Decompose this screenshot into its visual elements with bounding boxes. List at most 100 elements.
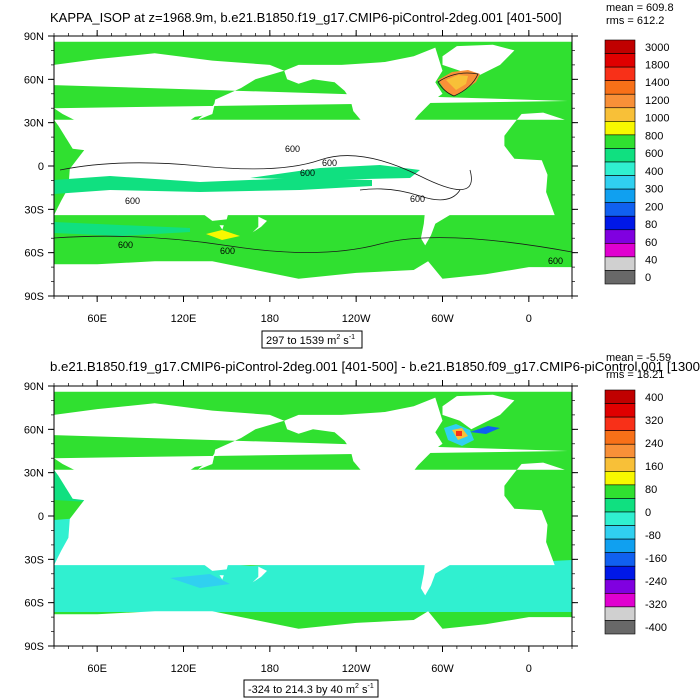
y-tick-label: 90N: [24, 381, 44, 393]
land-borneo-sumatra: [149, 157, 181, 178]
colorbar-label: 320: [645, 415, 663, 427]
colorbar-swatch: [604, 593, 636, 608]
panel-1-patch-east-tropical: [250, 165, 420, 180]
colorbar-swatch: [604, 134, 636, 149]
x-tick-label: 0: [526, 663, 532, 675]
land-india: [108, 481, 138, 505]
panel-2-axes: 60E 120E 180 120W 60W 0 90N 60N 30N 0 30S 60S 90S: [24, 380, 578, 675]
land-japan: [197, 102, 216, 120]
land-north-america: [284, 47, 443, 155]
land-madagascar: [74, 534, 83, 553]
colorbar-label: 80: [645, 484, 657, 496]
panel-1-contour-southern: [54, 235, 572, 253]
panel-1-range-sup: 2: [336, 334, 340, 341]
colorbar-label: 80: [645, 219, 657, 231]
panel-1-patch-sw-pacific: [206, 230, 240, 240]
colorbar-label: 1400: [645, 77, 669, 89]
land-arabia: [61, 472, 95, 498]
panel-2-stat-rms: rms = 18.21: [606, 369, 664, 381]
colorbar-label: 3000: [645, 42, 669, 54]
colorbar-swatch: [604, 484, 636, 499]
colorbar-swatch: [604, 121, 636, 136]
y-tick-label: 30S: [24, 204, 44, 216]
panel-2-range-frame: [243, 679, 379, 698]
x-tick-label: 120W: [342, 663, 371, 675]
y-tick-label: 0: [38, 161, 44, 173]
panel-1-patch-indo-pacific-low: [54, 176, 372, 194]
panel-1-map: 600 600 600 600 600 600 600 600: [54, 36, 572, 296]
panel-1-range-label: 297 to 1539 m: [266, 335, 336, 347]
panel-2-map: [54, 386, 572, 646]
colorbar-label: 240: [645, 438, 663, 450]
y-tick-label: 90S: [24, 291, 44, 303]
contour-label-6: 600: [322, 158, 337, 168]
contour-label-8: 600: [548, 256, 563, 266]
colorbar-label: 400: [645, 392, 663, 404]
colorbar-swatch: [604, 498, 636, 513]
colorbar-label: 1200: [645, 95, 669, 107]
panel-1-range-text: 297 to 1539 m2 s-1: [266, 334, 355, 347]
colorbar-label: 0: [645, 507, 651, 519]
colorbar-swatch: [604, 443, 636, 459]
colorbar-swatch: [604, 66, 636, 81]
colorbar-swatch: [604, 389, 636, 404]
panel-2-range-text: -324 to 214.3 by 40 m2 s-1: [248, 683, 374, 696]
panel-2-land: [54, 386, 572, 646]
colorbar-label: 600: [645, 148, 663, 160]
land-south-america: [413, 500, 479, 596]
colorbar-label: 300: [645, 184, 663, 196]
x-tick-label: 60W: [431, 313, 454, 325]
panel-1-range-box: 297 to 1539 m2 s-1: [261, 330, 363, 349]
contour-label-2: 600: [118, 240, 133, 250]
colorbar-swatch: [604, 188, 636, 203]
y-tick-label: 0: [38, 511, 44, 523]
colorbar-label: 0: [645, 272, 651, 284]
panel-1-contour-equatorial: [59, 155, 472, 190]
panel-2: b.e21.B1850.f19_g17.CMIP6-piControl-2deg…: [24, 352, 700, 698]
land-north-america: [284, 397, 443, 505]
colorbar-swatch: [604, 552, 636, 567]
land-new-guinea: [200, 168, 227, 179]
colorbar-label: 1800: [645, 60, 669, 72]
x-tick-label: 60E: [87, 663, 107, 675]
panel-2-range-exp: -1: [367, 683, 373, 690]
land-greenland: [442, 44, 515, 80]
contour-label-5: 600: [300, 168, 315, 178]
land-indochina: [151, 137, 167, 152]
panel-1-patch-high-kappa-core: [446, 75, 468, 90]
panel-2-title: b.e21.B1850.f19_g17.CMIP6-piControl-2deg…: [50, 359, 700, 374]
y-tick-label: 60S: [24, 598, 44, 610]
colorbar-label: 400: [645, 166, 663, 178]
colorbar-label: -240: [645, 576, 667, 588]
colorbar-label: -320: [645, 599, 667, 611]
panel-1-patch-south-indian: [54, 222, 190, 236]
panel-1-range-frame: [261, 330, 363, 349]
panel-1-contour-south-atl: [359, 188, 461, 201]
colorbar-swatch: [604, 175, 636, 190]
colorbar-swatch: [604, 457, 636, 472]
panel-2-range-sup: 2: [355, 683, 359, 690]
colorbar-swatch: [604, 270, 636, 285]
colorbar-swatch: [604, 215, 636, 231]
colorbar-swatch: [604, 471, 636, 486]
panel-2-range-box: -324 to 214.3 by 40 m2 s-1: [243, 679, 379, 698]
panel-1-contours: [54, 72, 572, 253]
panel-1: KAPPA_ISOP at z=1968.9m, b.e21.B1850.f19…: [24, 2, 674, 349]
colorbar-label: 40: [645, 254, 657, 266]
colorbar-label: 160: [645, 461, 663, 473]
y-tick-label: 90N: [24, 31, 44, 43]
panel-1-stat-rms: rms = 612.2: [606, 15, 664, 27]
colorbar-swatch: [604, 403, 636, 418]
colorbar-swatch: [604, 511, 636, 526]
land-eurasia: [54, 403, 568, 514]
x-tick-label: 120E: [171, 663, 197, 675]
panel-2-range-label: -324 to 214.3 by 40 m: [248, 684, 355, 696]
land-arctic-cap: [54, 386, 572, 392]
colorbar-swatch: [604, 202, 636, 217]
panel-1-contour-labrador: [437, 72, 479, 97]
panel-2-stat-mean: mean = -5.59: [606, 352, 671, 364]
land-greenland: [442, 394, 515, 430]
colorbar-swatch: [604, 416, 636, 431]
y-tick-label: 60N: [24, 74, 44, 86]
panel-1-stat-mean: mean = 609.8: [606, 2, 674, 14]
